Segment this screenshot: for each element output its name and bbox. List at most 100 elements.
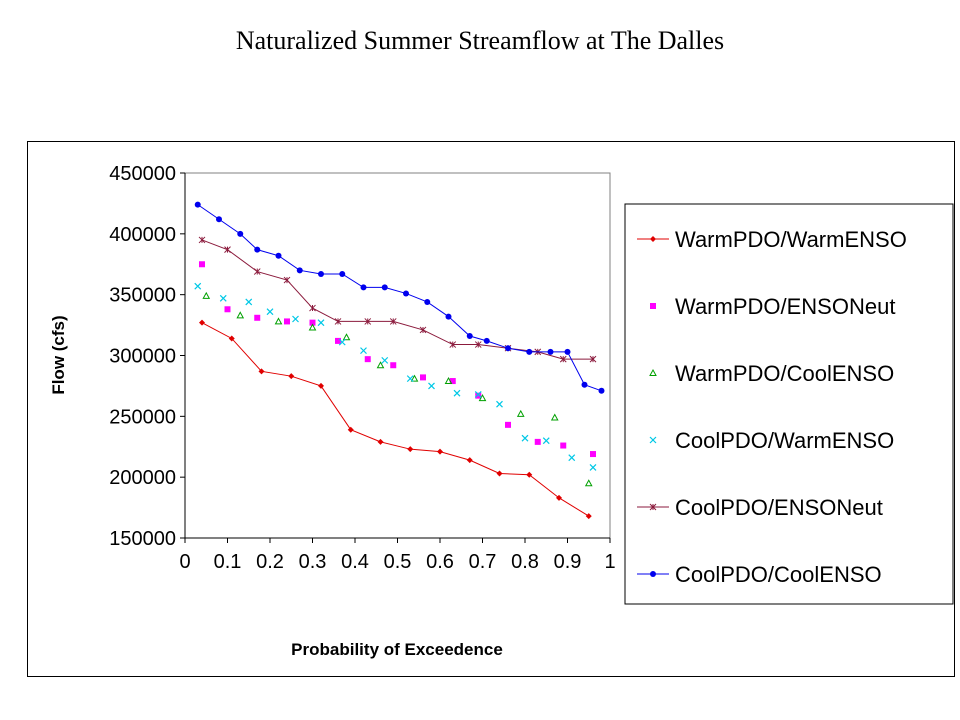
- triangle-marker: [550, 413, 559, 421]
- data-point: [406, 375, 414, 383]
- data-point: [284, 318, 290, 325]
- triangle-marker: [444, 377, 453, 385]
- data-point: [550, 413, 559, 421]
- circle-marker: [483, 337, 490, 344]
- data-point: [360, 347, 367, 355]
- square-marker: [309, 319, 316, 326]
- circle-marker: [237, 230, 244, 237]
- y-tick-label: 350000: [109, 285, 176, 307]
- data-point: [224, 246, 231, 254]
- diamond-marker: [258, 368, 265, 375]
- square-marker: [650, 303, 656, 309]
- diamond-marker: [407, 446, 414, 453]
- square-marker: [534, 438, 541, 445]
- y-tick-label: 150000: [109, 528, 176, 550]
- triangle-marker: [376, 361, 385, 369]
- square-marker: [560, 442, 567, 449]
- circle-marker: [296, 267, 303, 274]
- legend-label: CoolPDO/WarmENSO: [675, 428, 894, 453]
- data-point: [254, 314, 261, 321]
- circle-marker: [505, 345, 511, 352]
- data-point: [585, 513, 592, 520]
- legend-marker: [649, 368, 657, 376]
- data-point: [317, 319, 325, 327]
- data-point: [308, 323, 317, 331]
- x-tick-label: 0.7: [469, 551, 497, 573]
- x-tick-label: 0.6: [426, 551, 454, 573]
- chart-title: Naturalized Summer Streamflow at The Dal…: [235, 26, 725, 55]
- circle-marker: [424, 298, 431, 305]
- data-point: [453, 389, 461, 397]
- triangle-marker: [410, 374, 419, 382]
- data-point: [424, 298, 431, 305]
- data-point: [403, 290, 409, 297]
- data-point: [444, 377, 453, 385]
- data-point: [236, 311, 245, 319]
- data-point: [334, 318, 342, 325]
- data-point: [584, 479, 593, 487]
- triangle-marker: [584, 479, 593, 487]
- data-point: [389, 318, 397, 325]
- data-point: [245, 298, 253, 306]
- square-marker: [224, 306, 231, 313]
- triangle-marker: [274, 317, 283, 325]
- x-marker-stroke: [338, 338, 346, 346]
- data-point: [194, 282, 202, 290]
- data-point: [526, 348, 533, 355]
- y-tick-label: 300000: [109, 346, 176, 368]
- x-marker-stroke: [649, 436, 657, 444]
- data-point: [224, 306, 231, 313]
- data-point: [194, 201, 201, 208]
- triangle-marker: [649, 368, 657, 376]
- x-marker-stroke: [381, 356, 389, 364]
- legend-label: WarmPDO/WarmENSO: [675, 227, 907, 252]
- data-point: [547, 348, 554, 355]
- circle-marker: [650, 571, 656, 577]
- x-marker-stroke: [521, 434, 529, 442]
- data-point: [318, 270, 324, 277]
- legend-marker: [649, 503, 657, 511]
- legend-marker: [650, 236, 656, 242]
- diamond-marker: [585, 513, 592, 520]
- circle-marker: [275, 252, 282, 259]
- data-point: [407, 446, 414, 453]
- diamond-marker: [199, 319, 205, 326]
- data-point: [228, 335, 235, 342]
- data-point: [347, 426, 354, 433]
- x-marker-stroke: [496, 400, 503, 408]
- data-point: [360, 284, 367, 291]
- diamond-marker: [377, 438, 384, 445]
- square-marker: [284, 318, 290, 325]
- x-marker-stroke: [428, 382, 435, 390]
- diamond-marker: [318, 382, 324, 389]
- data-point: [474, 391, 482, 398]
- square-marker: [335, 337, 341, 344]
- legend-box: [624, 203, 954, 605]
- diamond-marker: [437, 448, 443, 455]
- x-marker-stroke: [360, 347, 367, 355]
- data-point: [581, 381, 588, 388]
- series-coolpdo-warmenso: [194, 282, 597, 471]
- x-tick-label: 0.2: [256, 551, 284, 573]
- data-point: [274, 317, 283, 325]
- x-tick-label: 0.9: [554, 551, 582, 573]
- circle-marker: [598, 387, 605, 394]
- circle-marker: [318, 270, 324, 277]
- diamond-marker: [526, 471, 533, 478]
- y-tick-label: 250000: [109, 406, 176, 428]
- circle-marker: [403, 290, 409, 297]
- data-point: [449, 378, 456, 385]
- legend-item: CoolPDO/WarmENSO: [649, 428, 894, 453]
- data-point: [526, 471, 533, 478]
- series-coolpdo-coolenso: [194, 201, 605, 394]
- data-point: [376, 361, 385, 369]
- y-axis-label: Flow (cfs): [49, 315, 68, 394]
- chart-frame: 450000 400000 350000 300000 250000 200000 1500…: [27, 141, 955, 677]
- data-point: [377, 438, 384, 445]
- square-marker: [449, 378, 456, 385]
- data-point: [199, 261, 205, 268]
- square-marker: [475, 392, 482, 399]
- square-marker: [199, 261, 205, 268]
- x-marker-stroke: [542, 437, 550, 445]
- legend-item: CoolPDO/ENSONeut: [637, 495, 883, 520]
